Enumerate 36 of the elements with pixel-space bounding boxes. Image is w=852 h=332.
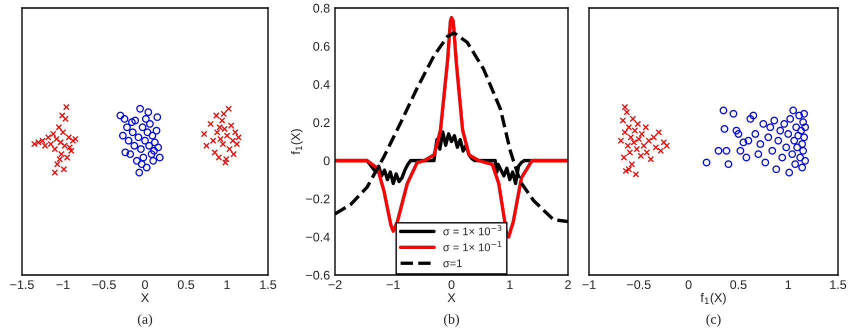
x-tick-label: 0.5 [178, 280, 194, 290]
x-tick-label: 0.5 [730, 280, 747, 290]
y-tick-label: −0.6 [306, 270, 330, 280]
legend-label: σ = 1× 10$^{−1}$ [443, 241, 502, 252]
x-tick-label: 1 [224, 280, 230, 289]
x-tick-label: 1.5 [830, 280, 846, 290]
text: (a) [138, 314, 152, 327]
x-tick-label: −1 [386, 280, 400, 289]
x-axis-title: f$_{1}$(X) [700, 292, 726, 305]
y-tick-label: 0.6 [313, 42, 330, 51]
text: (b) [444, 314, 459, 327]
x-tick-label: −1.5 [10, 280, 34, 290]
x-tick-label: −2 [328, 280, 342, 289]
x-tick-label: 0 [142, 280, 148, 290]
x-tick-label: 1 [507, 280, 513, 289]
legend-label: σ=1 [443, 259, 462, 268]
x-tick-label: −1 [56, 280, 70, 289]
x-tick-label: −0.5 [627, 280, 651, 290]
y-tick-label: 0 [324, 156, 330, 166]
x-tick-label: 0 [448, 280, 454, 290]
y-tick-label: 0.8 [313, 4, 330, 13]
text: (c) [706, 314, 721, 327]
y-tick-label: −0.2 [306, 194, 330, 204]
x-tick-label: 1 [786, 280, 792, 289]
x-tick-label: 2 [565, 280, 571, 289]
x-axis-title: X [448, 293, 456, 302]
legend-label: σ = 1× 10$^{−3}$ [443, 225, 502, 236]
x-tick-label: 0 [686, 280, 692, 290]
x-tick-label: −0.5 [92, 280, 116, 290]
x-tick-label: 1.5 [260, 280, 276, 290]
y-tick-label: −0.4 [306, 232, 330, 242]
y-tick-label: 0.4 [313, 80, 330, 89]
x-axis-title: X [141, 293, 149, 302]
y-axis-title: f$_{1}$(X) [290, 129, 303, 154]
x-tick-label: −1 [582, 280, 596, 289]
y-tick-label: 0.2 [313, 118, 330, 128]
